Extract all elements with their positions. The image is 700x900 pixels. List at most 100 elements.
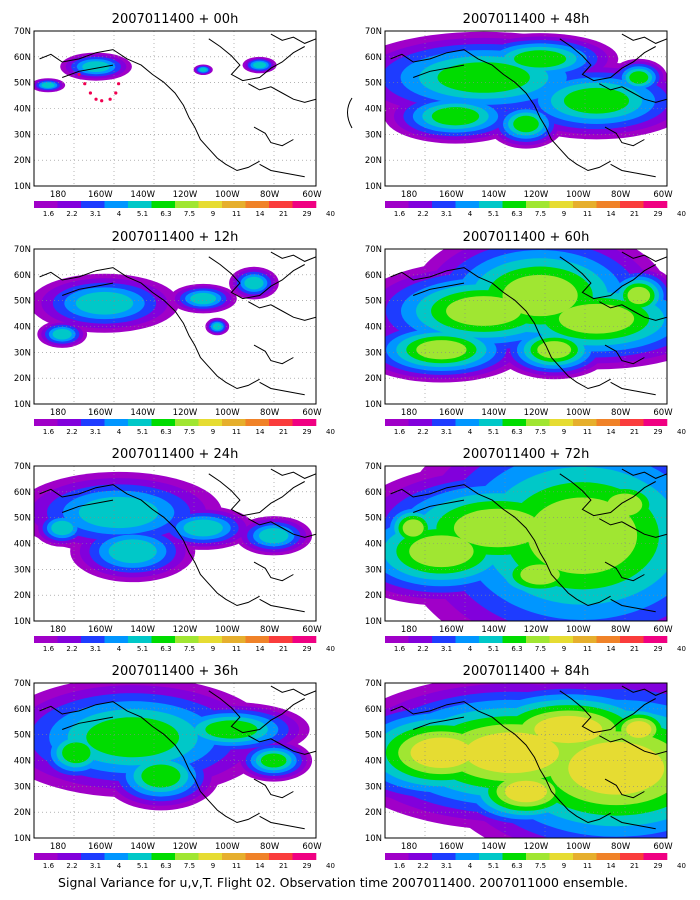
colorbar-swatch xyxy=(128,636,152,643)
lon-tick-label: 60W xyxy=(653,408,673,418)
colorbar-swatch xyxy=(526,636,550,643)
lon-tick-label: 160W xyxy=(439,408,464,418)
colorbar-swatch xyxy=(151,853,176,860)
colorbar-label: 2.2 xyxy=(66,862,77,870)
colorbar-label: 11 xyxy=(583,645,592,653)
colorbar-label: 2.2 xyxy=(66,428,77,436)
coastline xyxy=(253,561,294,582)
colorbar-label: 21 xyxy=(279,862,288,870)
colorbar-label: 40 xyxy=(677,428,686,436)
colorbar-label: 4 xyxy=(117,862,122,870)
colorbar-label: 2.2 xyxy=(66,645,77,653)
colorbar-label: 40 xyxy=(326,428,335,436)
colorbar-label: 6.3 xyxy=(160,428,171,436)
colorbar-swatch xyxy=(151,201,176,208)
lon-tick-label: 180 xyxy=(50,625,66,635)
colorbar-label: 5.1 xyxy=(488,428,499,436)
coastline xyxy=(253,778,294,799)
variance-contour xyxy=(141,764,181,788)
coastline xyxy=(253,344,294,365)
colorbar-swatch xyxy=(104,201,129,208)
colorbar-label: 3.1 xyxy=(90,645,101,653)
colorbar-swatch xyxy=(175,636,199,643)
lon-tick-label: 180 xyxy=(401,408,417,418)
coastline xyxy=(610,815,656,830)
lon-tick-label: 120W xyxy=(524,625,549,635)
figure-caption: Signal Variance for u,v,T. Flight 02. Ob… xyxy=(58,875,628,890)
lat-tick-label: 10N xyxy=(14,182,31,192)
colorbar-label: 4 xyxy=(468,210,473,218)
lon-tick-label: 140W xyxy=(130,625,155,635)
variance-contour xyxy=(75,291,134,315)
variance-contour xyxy=(558,303,635,334)
lon-tick-label: 120W xyxy=(524,408,549,418)
colorbar-label: 6.3 xyxy=(511,862,522,870)
lat-tick-label: 20N xyxy=(365,156,382,166)
lon-tick-label: 80W xyxy=(260,842,280,852)
lon-tick-label: 180 xyxy=(401,842,417,852)
colorbar-swatch xyxy=(128,853,152,860)
colorbar-label: 9 xyxy=(211,645,215,653)
colorbar-label: 4 xyxy=(117,210,122,218)
lat-tick-label: 20N xyxy=(365,808,382,818)
colorbar-swatch xyxy=(385,636,409,643)
colorbar-swatch xyxy=(81,201,105,208)
colorbar-swatch xyxy=(573,419,597,426)
lon-tick-label: 180 xyxy=(401,625,417,635)
variance-contour xyxy=(534,715,603,744)
colorbar-label: 2.2 xyxy=(66,210,77,218)
colorbar-swatch xyxy=(643,636,668,643)
coastline xyxy=(559,256,656,300)
variance-contour xyxy=(260,753,287,768)
variance-contour xyxy=(409,535,474,568)
colorbar-swatch xyxy=(34,201,58,208)
variance-contour xyxy=(199,67,207,72)
colorbar-swatch xyxy=(385,201,409,208)
lon-tick-label: 100W xyxy=(215,190,240,200)
colorbar-swatch xyxy=(643,853,668,860)
colorbar-label: 14 xyxy=(607,645,616,653)
colorbar-label: 9 xyxy=(211,862,215,870)
lon-tick-label: 100W xyxy=(566,625,591,635)
colorbar-label: 11 xyxy=(232,862,241,870)
lat-tick-label: 20N xyxy=(14,591,31,601)
coastline xyxy=(604,561,645,582)
colorbar-label: 40 xyxy=(677,210,686,218)
lat-tick-label: 20N xyxy=(14,808,31,818)
colorbar-label: 21 xyxy=(279,210,288,218)
lon-tick-label: 100W xyxy=(215,408,240,418)
lat-tick-label: 60N xyxy=(14,488,31,498)
variance-contour xyxy=(51,520,74,536)
colorbar-swatch xyxy=(245,853,270,860)
lat-tick-label: 50N xyxy=(14,297,31,307)
lat-tick-label: 10N xyxy=(14,834,31,844)
lat-tick-label: 60N xyxy=(365,271,382,281)
coastline xyxy=(248,301,316,321)
colorbar-label: 11 xyxy=(583,210,592,218)
coastline xyxy=(248,518,316,538)
colorbar-swatch xyxy=(292,636,317,643)
lon-tick-label: 160W xyxy=(88,408,113,418)
colorbar-label: 9 xyxy=(211,210,215,218)
map-panel: 2007011400 + 00h 70N 60N 50N 40N 30N 20N 10N 180… xyxy=(14,12,335,218)
coastline xyxy=(248,83,316,103)
variance-contour xyxy=(453,508,542,548)
colorbar-swatch xyxy=(502,201,527,208)
coastline xyxy=(259,163,305,178)
colorbar-swatch xyxy=(479,419,503,426)
colorbar-label: 40 xyxy=(326,862,335,870)
plot-frame xyxy=(33,682,317,839)
colorbar-label: 5.1 xyxy=(137,210,148,218)
lon-tick-label: 180 xyxy=(50,190,66,200)
lat-tick-label: 70N xyxy=(365,27,382,37)
colorbar-label: 11 xyxy=(583,428,592,436)
variance-contour xyxy=(629,71,649,84)
colorbar-swatch xyxy=(526,853,550,860)
lat-tick-label: 70N xyxy=(14,27,31,37)
colorbar-label: 21 xyxy=(630,645,639,653)
coastline xyxy=(270,468,316,479)
coastline xyxy=(208,38,305,82)
colorbar-swatch xyxy=(269,201,293,208)
lat-tick-label: 50N xyxy=(365,514,382,524)
coastline xyxy=(270,685,316,696)
